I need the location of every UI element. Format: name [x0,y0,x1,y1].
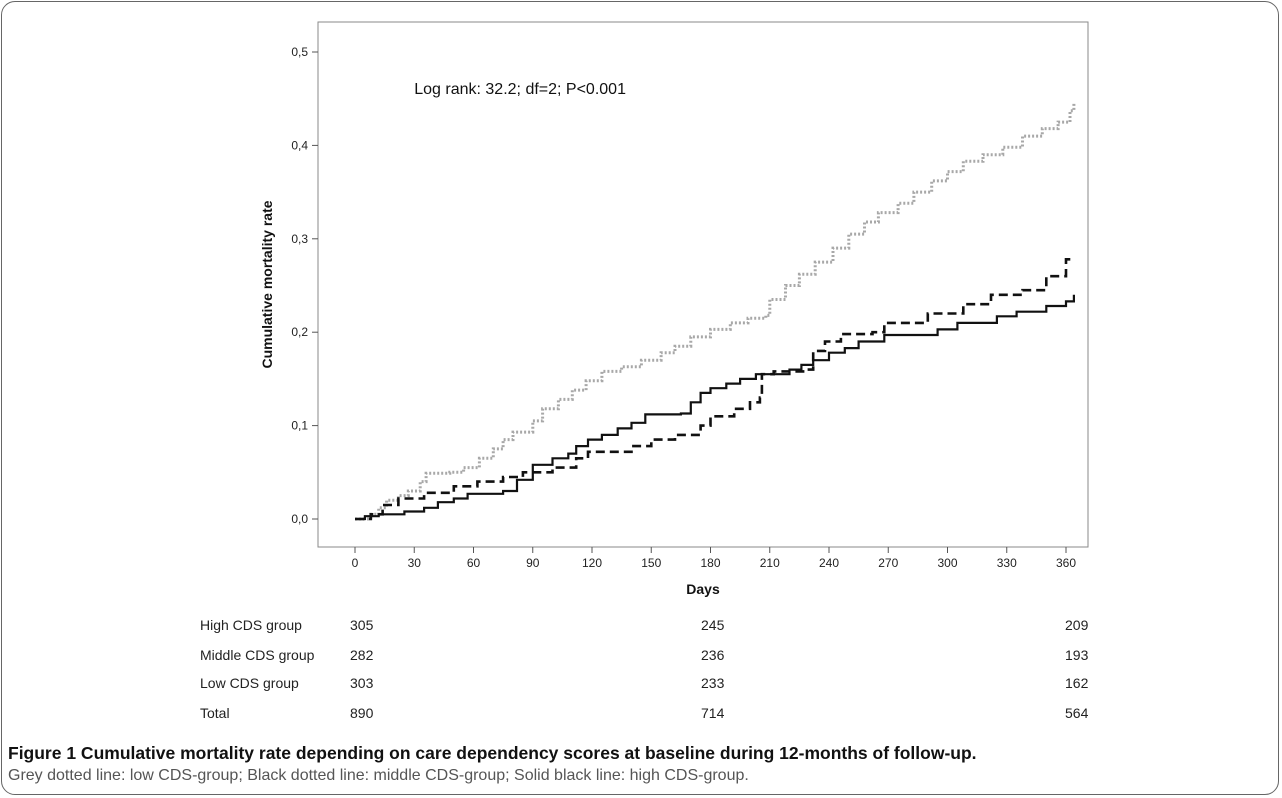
x-tick-label: 90 [526,556,540,570]
x-tick-label: 300 [937,556,957,570]
log-rank-annotation: Log rank: 32.2; df=2; P<0.001 [414,81,626,98]
series-line-grey-dotted [355,103,1076,521]
risk-count: 564 [1065,705,1089,721]
x-tick-label: 210 [760,556,780,570]
km-chart: 0,0 0,1 0,2 0,3 0,4 0,5 0 30 60 90 120 150 180 210 240… [259,21,1089,597]
y-tick-label: 0,1 [291,419,308,433]
risk-count: 193 [1065,647,1089,663]
y-tick-label: 0,5 [291,45,308,59]
x-tick-label: 270 [878,556,898,570]
risk-count: 282 [350,647,374,663]
y-tick-label: 0,4 [291,138,308,152]
risk-count: 236 [701,647,725,663]
risk-count: 209 [1065,617,1089,633]
caption-title: Figure 1 Cumulative mortality rate depen… [8,743,977,763]
figure-caption: Figure 1 Cumulative mortality rate depen… [8,743,1268,785]
y-tick-label: 0,3 [291,232,308,246]
x-tick-label: 360 [1056,556,1076,570]
risk-count: 303 [350,675,374,691]
caption-text: Grey dotted line: low CDS-group; Black d… [8,767,749,784]
risk-count: 233 [701,675,725,691]
x-tick-label: 0 [352,556,359,570]
risk-count: 245 [701,617,725,633]
x-tick-label: 120 [582,556,602,570]
y-axis-label: Cumulative mortality rate [259,200,275,368]
risk-row-label: Middle CDS group [200,647,315,663]
plot-area [317,21,1089,548]
series-line-black-dashed [355,258,1074,521]
risk-row-label: Low CDS group [200,675,299,691]
x-tick-label: 240 [819,556,839,570]
risk-row-label: Total [200,705,230,721]
x-tick-label: 60 [467,556,481,570]
x-tick-label: 30 [408,556,422,570]
risk-count: 890 [350,705,374,721]
x-tick-label: 150 [641,556,661,570]
risk-count: 714 [701,705,725,721]
y-tick-label: 0,2 [291,325,308,339]
risk-count: 305 [350,617,374,633]
risk-row-label: High CDS group [200,617,302,633]
risk-count: 162 [1065,675,1089,691]
y-tick-label: 0,0 [291,512,308,526]
x-tick-label: 330 [997,556,1017,570]
x-axis-label: Days [686,581,720,597]
x-tick-label: 180 [700,556,720,570]
series-line-solid-black [355,294,1075,521]
